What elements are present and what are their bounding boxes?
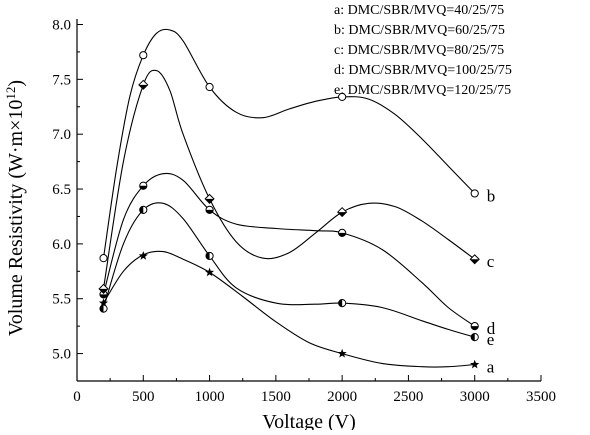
data-point-marker xyxy=(469,254,480,265)
data-point-marker xyxy=(205,267,215,277)
circle-marker-fill xyxy=(139,206,144,214)
series-line xyxy=(102,69,476,289)
x-tick-label: 1500 xyxy=(261,389,291,405)
x-tick-label: 500 xyxy=(132,389,155,405)
y-axis-label-main: Volume Resistivity (W·m×10 xyxy=(5,100,27,336)
data-point-marker xyxy=(338,228,347,238)
series-end-label: a xyxy=(487,358,495,377)
circle-marker-fill xyxy=(338,299,343,307)
y-tick-label: 8.0 xyxy=(52,17,71,33)
star-marker-shape xyxy=(205,267,215,277)
y-axis-label-end: ) xyxy=(5,80,27,87)
series-line xyxy=(102,28,476,259)
circle-marker-fill xyxy=(338,232,346,237)
data-point-marker xyxy=(205,205,214,214)
y-tick-label: 5.0 xyxy=(52,347,71,363)
diamond-marker-fill xyxy=(470,259,480,264)
series-end-label: d xyxy=(487,319,496,338)
x-tick-label: 0 xyxy=(73,389,81,405)
series-line xyxy=(103,250,475,368)
y-tick-label: 7.0 xyxy=(52,127,71,143)
y-tick-label: 5.5 xyxy=(52,292,71,308)
data-point-marker xyxy=(139,181,148,190)
star-marker-shape xyxy=(98,298,109,307)
data-point-marker xyxy=(205,251,214,261)
series-end-labels: aed c b xyxy=(487,186,496,376)
series-line xyxy=(102,202,475,338)
legend-entry: a: DMC/SBR/MVQ=40/25/75 xyxy=(334,3,504,18)
data-point-marker xyxy=(98,283,109,294)
star-marker-shape xyxy=(470,359,480,369)
data-point-marker xyxy=(138,251,148,260)
circle-marker-fill xyxy=(471,326,479,330)
data-point-marker xyxy=(337,206,348,218)
legend-entry: b: DMC/SBR/MVQ=60/25/75 xyxy=(334,23,505,38)
circle-marker-shape xyxy=(338,92,347,101)
series-end-label: b xyxy=(487,186,496,205)
star-marker-shape xyxy=(337,348,347,358)
series-end-label: c xyxy=(487,252,495,271)
circle-marker-shape xyxy=(139,51,148,60)
legend-entry: c: DMC/SBR/MVQ=80/25/75 xyxy=(334,43,504,58)
circle-marker-fill xyxy=(205,252,210,260)
y-axis-label-sup: 12 xyxy=(3,87,18,100)
data-point-marker xyxy=(470,333,479,342)
data-point-marker xyxy=(338,299,347,308)
series-markers xyxy=(98,51,480,369)
y-tick-label: 7.5 xyxy=(52,72,71,88)
series-line xyxy=(102,172,476,327)
x-tick-label: 3500 xyxy=(526,389,556,405)
circle-marker-fill xyxy=(99,294,108,298)
data-point-marker xyxy=(99,304,108,313)
data-point-marker xyxy=(470,322,479,331)
y-tick-label: 6.5 xyxy=(52,182,71,198)
x-tick-label: 3000 xyxy=(460,389,490,405)
y-axis-label: Volume Resistivity (W·m×1012) xyxy=(3,80,28,336)
circle-marker-fill xyxy=(99,305,104,313)
circle-marker-shape xyxy=(470,189,479,198)
circle-marker-fill xyxy=(205,209,214,214)
star-marker-shape xyxy=(138,251,148,260)
diamond-marker-fill xyxy=(337,212,347,217)
legend: a: DMC/SBR/MVQ=40/25/75 b: DMC/SBR/MVQ=60… xyxy=(334,3,512,98)
data-point-marker xyxy=(139,205,148,214)
data-point-marker xyxy=(205,82,214,92)
data-point-marker xyxy=(204,193,215,205)
data-point-marker xyxy=(138,79,149,90)
diamond-marker-fill xyxy=(138,84,148,90)
data-point-marker xyxy=(98,298,109,307)
y-tick-label: 6.0 xyxy=(52,237,71,253)
x-tick-label: 1000 xyxy=(195,389,225,405)
circle-marker-shape xyxy=(205,82,214,92)
series-end-label: e xyxy=(487,330,495,349)
x-tick-label: 2500 xyxy=(393,389,423,405)
x-axis-label: Voltage (V) xyxy=(262,411,356,430)
diamond-marker-fill xyxy=(99,288,108,294)
legend-entry: d: DMC/SBR/MVQ=100/25/75 xyxy=(334,63,512,78)
data-point-marker xyxy=(337,348,347,358)
circle-marker-shape xyxy=(99,254,108,263)
axis-ticks: 0 500 1000 1500 2000 2500 3000 3500 5.0 5.5 6.0 6.5… xyxy=(52,17,556,405)
legend-entry: e: DMC/SBR/MVQ=120/25/75 xyxy=(334,83,511,98)
data-point-marker xyxy=(99,254,108,263)
data-point-marker xyxy=(139,51,148,60)
data-point-marker xyxy=(470,359,480,369)
x-tick-label: 2000 xyxy=(327,389,357,405)
series-curves xyxy=(102,28,476,368)
circle-marker-fill xyxy=(471,333,475,341)
diamond-marker-fill xyxy=(205,198,214,204)
data-point-marker xyxy=(470,189,479,198)
data-point-marker xyxy=(338,92,347,101)
circle-marker-fill xyxy=(139,185,147,190)
